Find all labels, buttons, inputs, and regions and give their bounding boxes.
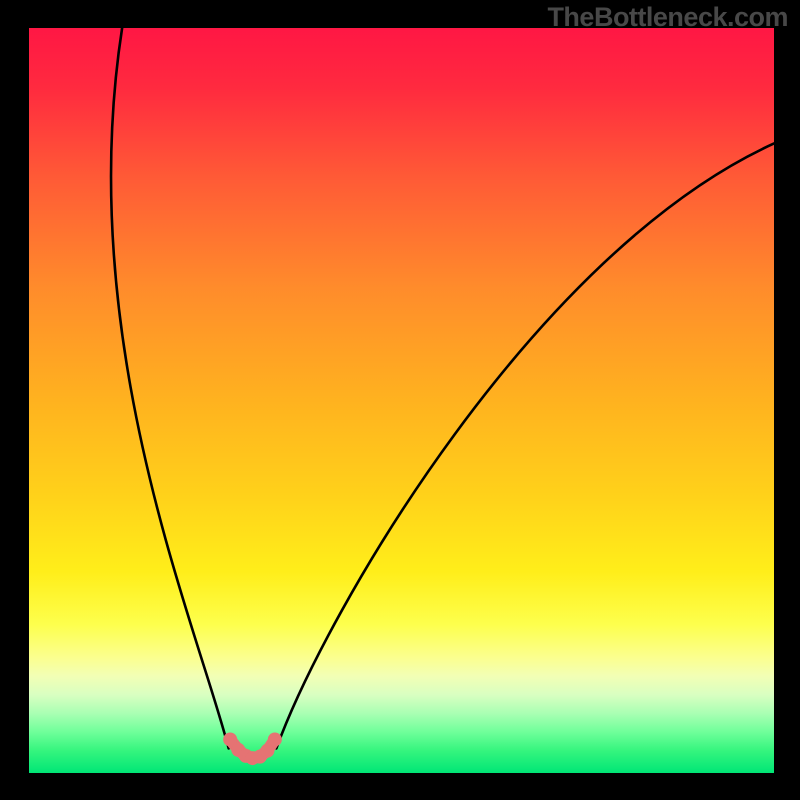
valley-marker <box>268 732 282 746</box>
chart-frame: TheBottleneck.com <box>0 0 800 800</box>
bottleneck-chart-svg <box>0 0 800 800</box>
plot-background <box>29 28 774 773</box>
watermark-text: TheBottleneck.com <box>547 2 788 33</box>
